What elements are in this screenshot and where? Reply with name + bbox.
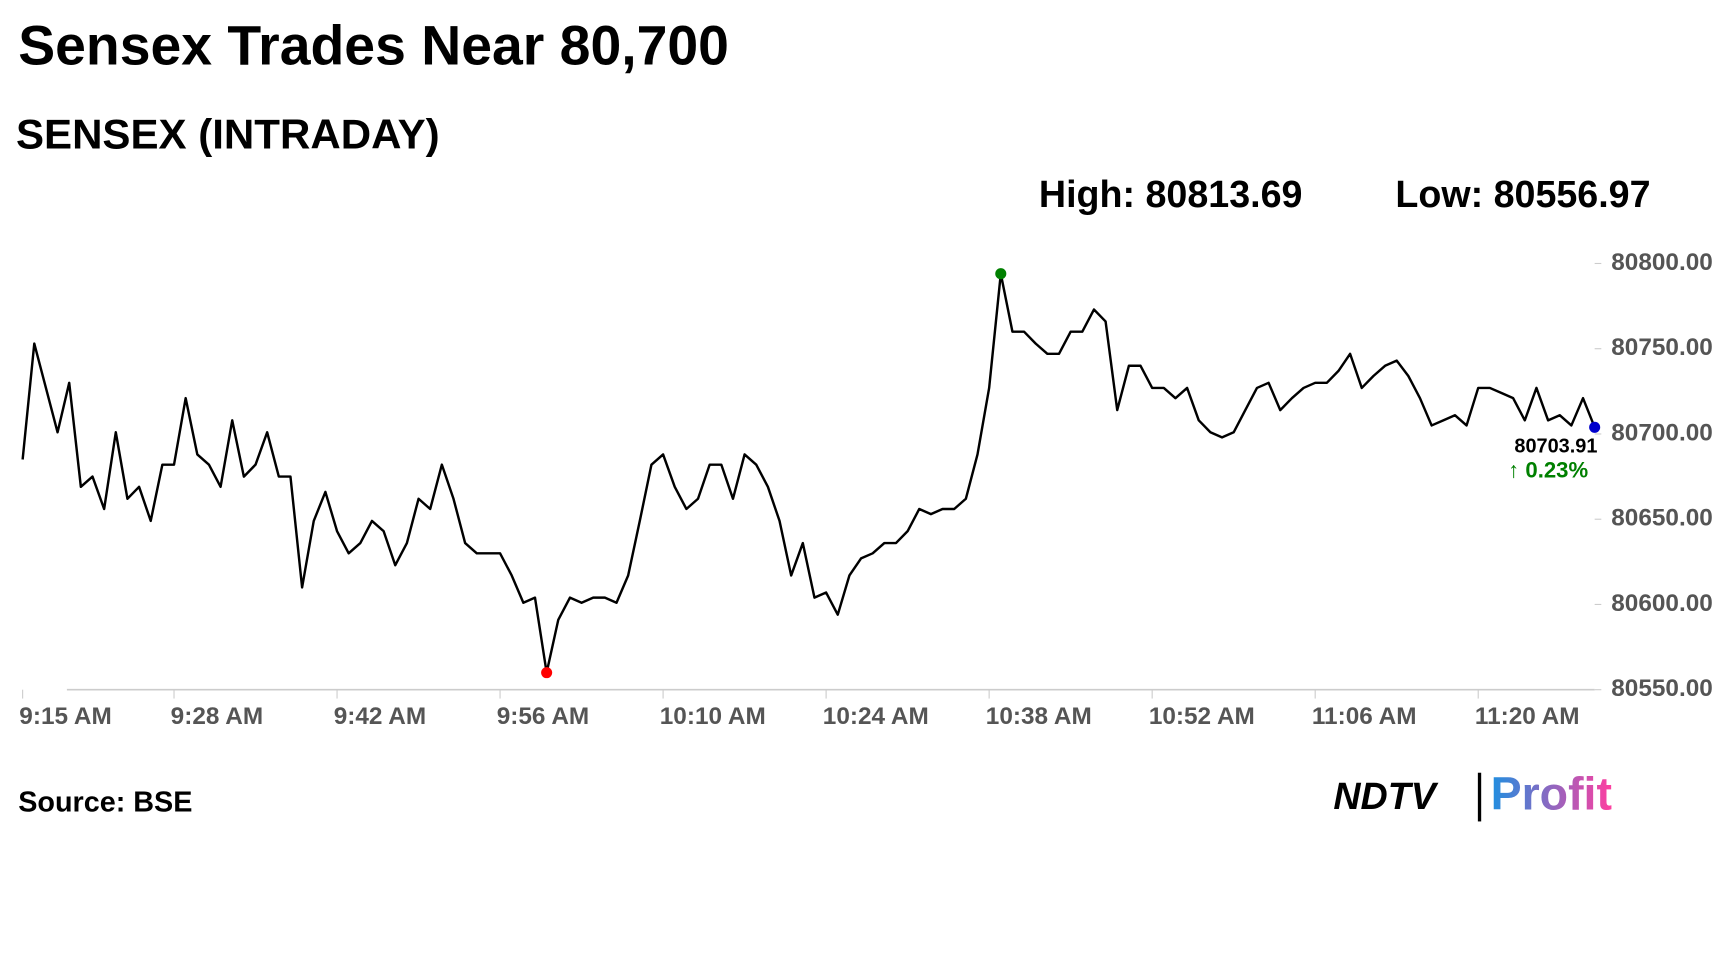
x-tick-label: 9:42 AM — [334, 703, 426, 730]
y-tick-label: 80600.00 — [1611, 590, 1713, 617]
logo-ndtv: NDTV — [1333, 775, 1438, 817]
x-tick-label: 10:10 AM — [660, 703, 766, 730]
y-tick-label: 80800.00 — [1611, 249, 1713, 276]
y-tick-label: 80650.00 — [1611, 505, 1713, 532]
logo-profit: Profit — [1491, 767, 1612, 819]
change-label: ↑ 0.23% — [1508, 457, 1588, 482]
x-tick-label: 9:56 AM — [497, 703, 589, 730]
last-marker — [1589, 421, 1601, 433]
x-tick-label: 10:38 AM — [986, 703, 1092, 730]
y-tick-label: 80700.00 — [1611, 419, 1713, 446]
x-tick-label: 10:24 AM — [823, 703, 929, 730]
high-annotation: High: 80813.69 — [1039, 173, 1303, 215]
price-line — [21, 272, 1596, 674]
y-tick-label: 80550.00 — [1611, 675, 1713, 702]
x-tick-label: 9:15 AM — [19, 703, 111, 730]
low-annotation: Low: 80556.97 — [1395, 173, 1650, 215]
chart-subtitle: SENSEX (INTRADAY) — [16, 110, 440, 157]
x-tick-label: 11:06 AM — [1312, 703, 1417, 730]
last-value-label: 80703.91 — [1514, 435, 1597, 457]
chart-title: Sensex Trades Near 80,700 — [18, 14, 729, 76]
high-marker — [995, 268, 1007, 280]
x-tick-label: 9:28 AM — [171, 703, 263, 730]
low-marker — [541, 667, 553, 679]
x-tick-label: 11:20 AM — [1475, 703, 1580, 730]
x-tick-label: 10:52 AM — [1149, 703, 1255, 730]
y-tick-label: 80750.00 — [1611, 334, 1713, 361]
source: Source: BSE — [18, 786, 192, 818]
plot-area: 80550.00 80600.00 80650.00 80700.00 80750.00… — [19, 249, 1713, 730]
